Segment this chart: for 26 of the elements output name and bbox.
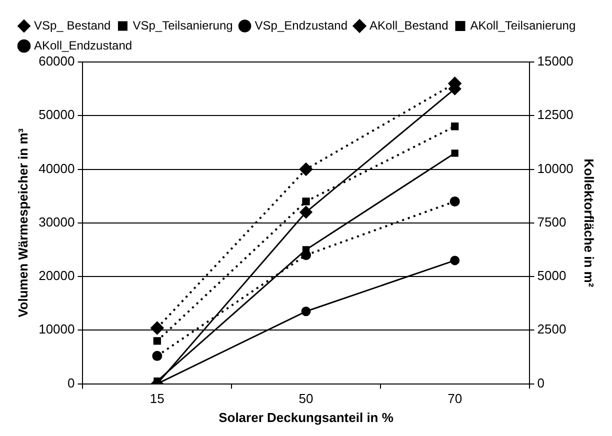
x-axis-title: Solarer Deckungsanteil in % (218, 410, 394, 425)
y-axis-title: Volumen Wärmespeicher in m³ (15, 128, 30, 318)
y2-tick-label: 15000 (537, 54, 574, 69)
legend-label: VSp_Endzustand (254, 18, 348, 32)
y-tick-label: 30000 (38, 214, 75, 230)
y-tick-label: 60000 (38, 54, 75, 69)
y-tick-label: 40000 (38, 160, 75, 176)
y2-tick-label: 7500 (537, 214, 566, 230)
legend-label: VSp_ Bestand (34, 18, 111, 32)
y2-tick-label: 5000 (537, 268, 566, 284)
y-tick-label: 0 (68, 375, 75, 390)
y2-tick-label: 10000 (537, 160, 574, 176)
y2-tick-label: 0 (537, 375, 544, 390)
legend-label: AKoll_Teilsanierung (470, 18, 576, 32)
x-tick-label: 50 (298, 391, 314, 406)
y2-tick-label: 2500 (537, 322, 566, 337)
y2-axis-title: Kollektorfläche in m² (582, 158, 597, 288)
y-tick-label: 20000 (38, 268, 75, 284)
x-tick-label: 15 (150, 391, 164, 406)
y-tick-label: 50000 (38, 107, 75, 122)
legend-label: AKoll_Bestand (370, 18, 448, 32)
y2-tick-label: 12500 (537, 107, 574, 122)
legend-label: VSp_Teilsanierung (132, 18, 233, 32)
x-tick-label: 70 (448, 391, 462, 406)
y-tick-label: 10000 (38, 322, 75, 337)
legend-label: AKoll_Endzustand (34, 38, 132, 52)
